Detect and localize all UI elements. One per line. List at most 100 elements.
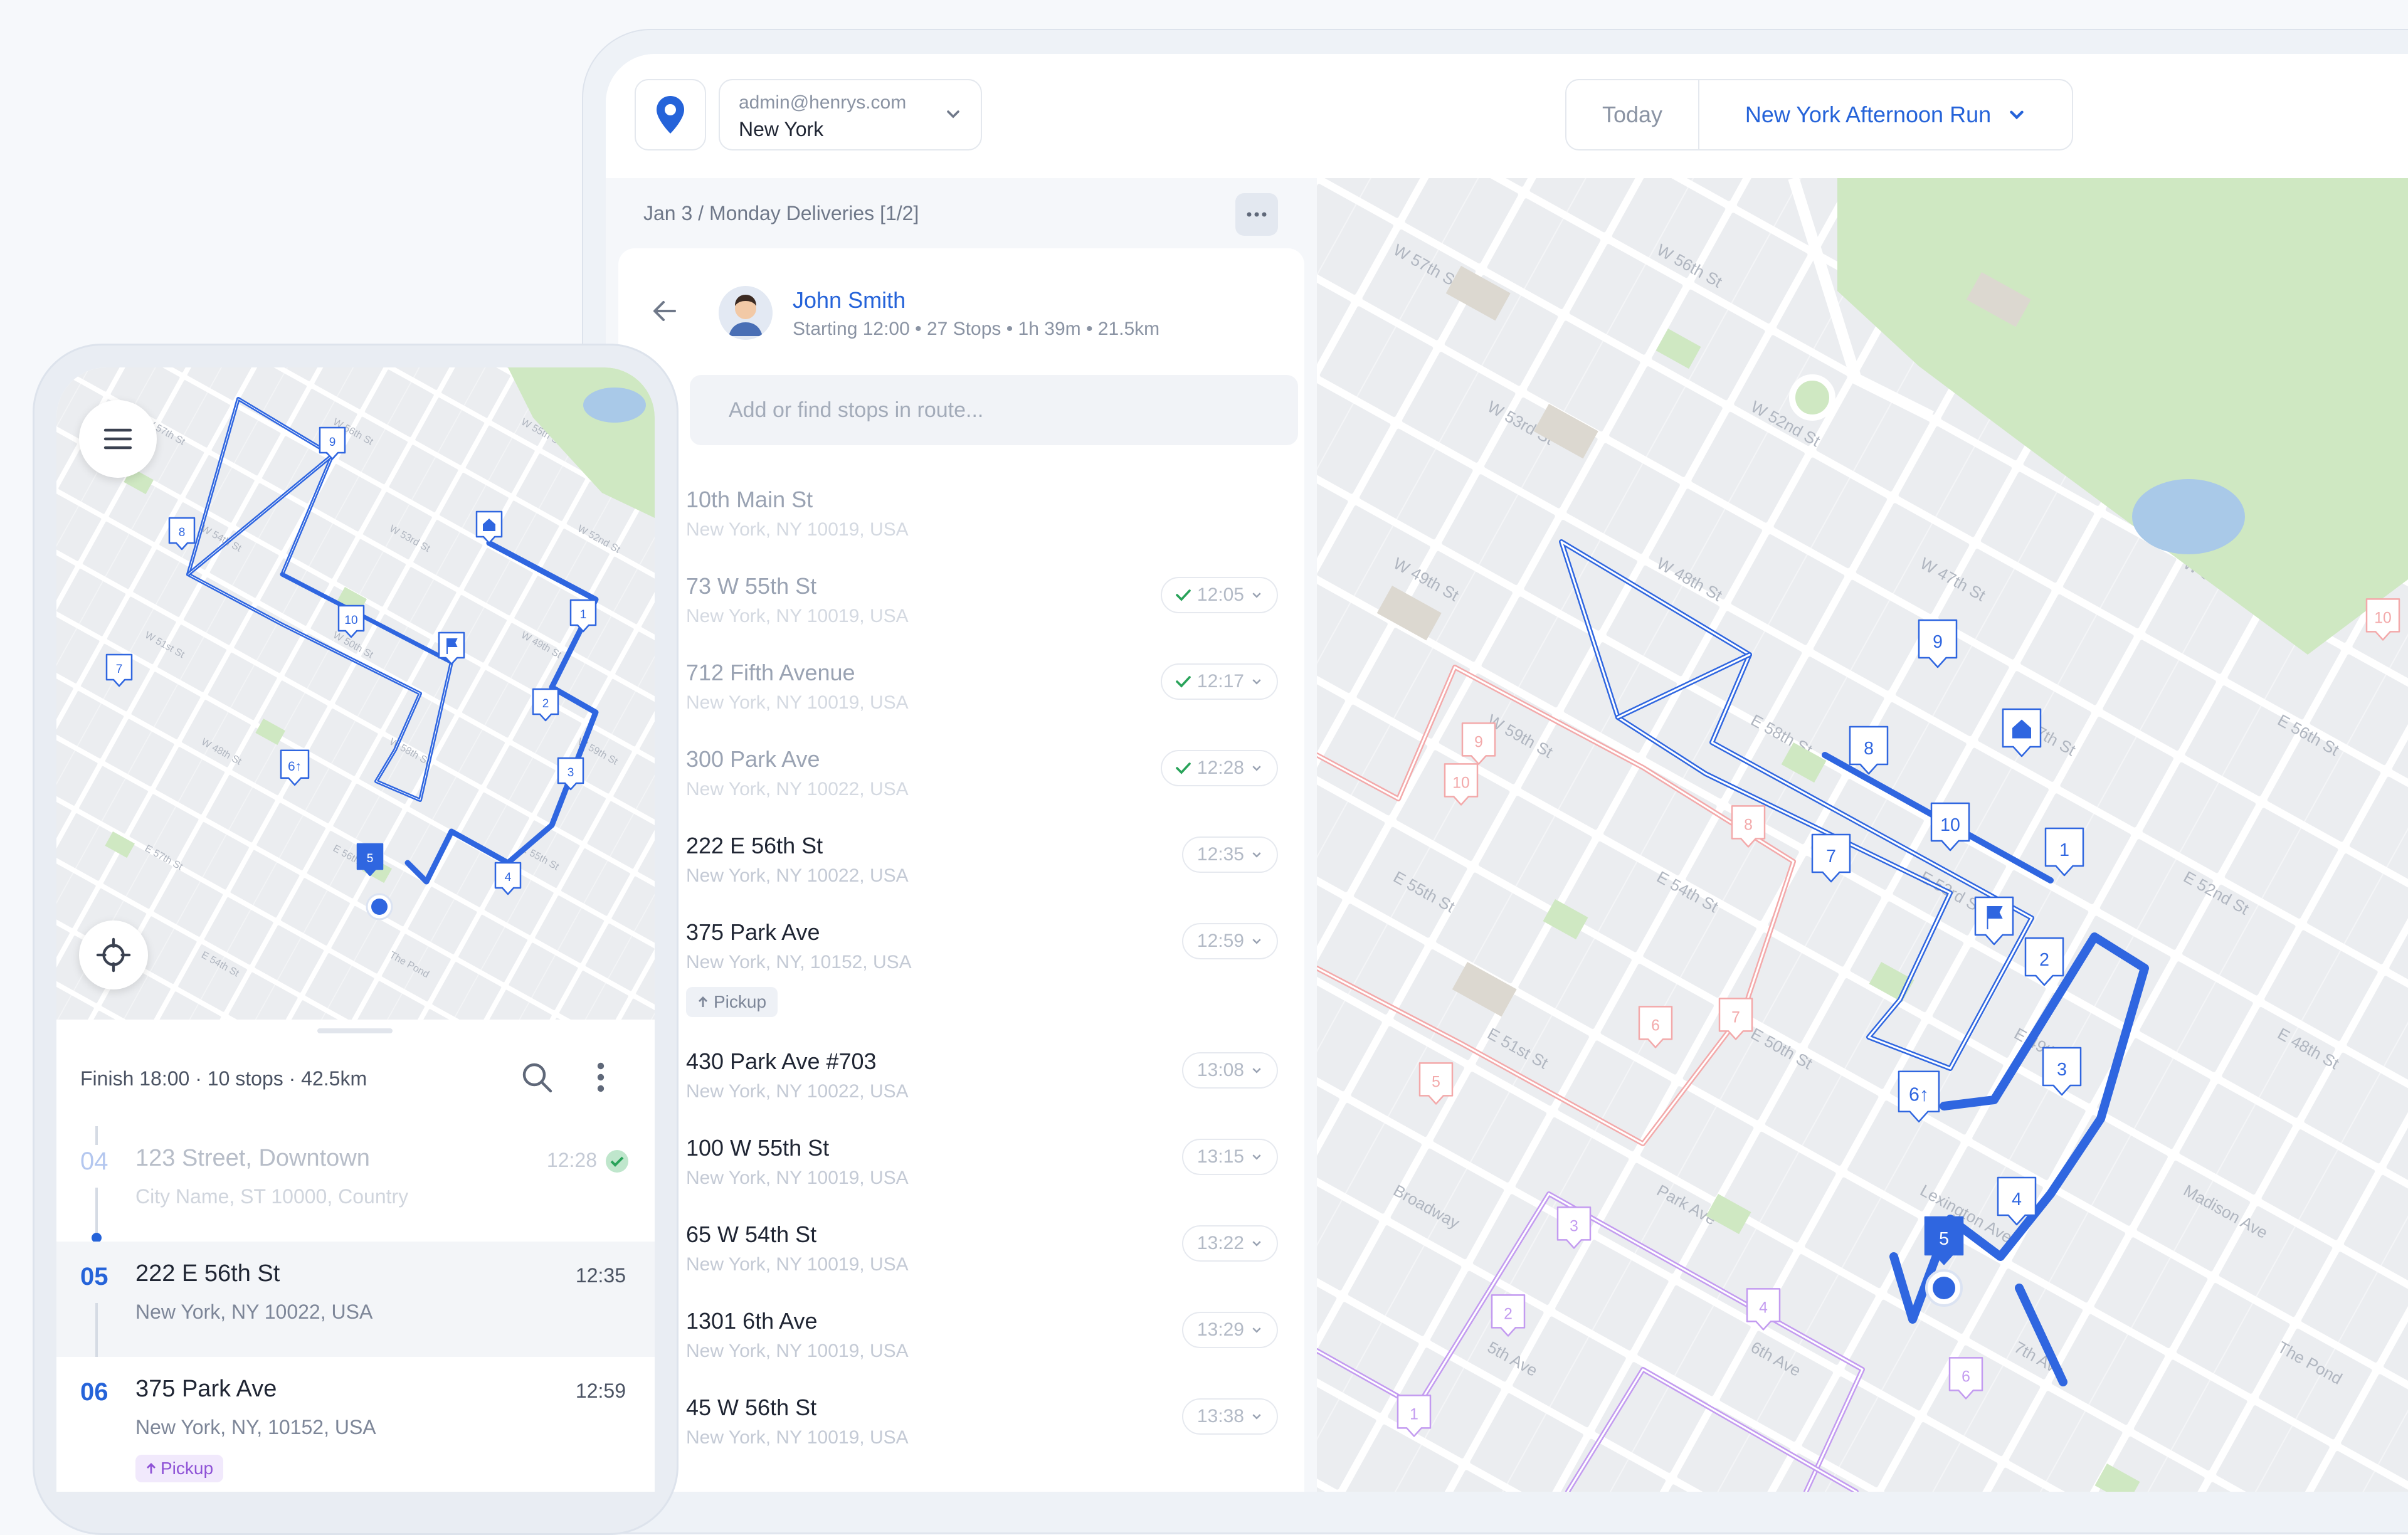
stop-row[interactable]: 100 W 55th St New York, NY 10019, USA 13… [618,1126,1304,1213]
stop-search-input[interactable] [690,375,1298,445]
marker-label: 9 [1474,734,1483,751]
marker-pin [1898,1070,1940,1123]
stop-marker-1: 1 [569,599,597,633]
marker-label: 3 [568,766,574,779]
timeline-row[interactable]: 06 375 Park Ave New York, NY, 10152, USA… [56,1357,655,1482]
check-icon [1176,676,1191,688]
marker-pin [438,631,465,665]
eta-chip[interactable]: 13:15 [1181,1139,1278,1175]
faded-marker: 3 [1556,1206,1592,1249]
account-selector[interactable]: admin@henrys.com New York [719,79,982,150]
stop-row[interactable]: 430 Park Ave #703 New York, NY 10022, US… [618,1040,1304,1126]
marker-pin [1811,833,1851,883]
eta-chip[interactable]: 13:22 [1181,1225,1278,1262]
stop-name: 375 Park Ave [135,1376,277,1402]
stop-marker-3: 3 [557,757,584,791]
building-block [1966,272,2031,327]
chevron-down-icon [1252,939,1261,944]
marker-pin [1638,1006,1673,1048]
back-arrow-icon[interactable] [652,300,677,322]
today-button[interactable]: Today [1566,80,1699,149]
map-pin-icon [657,96,684,134]
eta-chip[interactable]: 13:08 [1181,1052,1278,1089]
stop-marker-2: 2 [532,688,559,722]
stop-row[interactable]: 222 E 56th St New York, NY 10022, USA 12… [618,824,1304,910]
marker-pin [1849,725,1889,775]
phone-map-canvas[interactable]: W 57th St W 56th St W 55th StW 54th St W 53… [56,367,655,1020]
stop-marker-8: 8 [168,517,196,551]
more-options-button[interactable] [1235,193,1278,236]
eta-chip[interactable]: 12:28 [1160,750,1278,786]
run-selector-group: Today New York Afternoon Run [1565,79,2073,150]
stop-marker-5: 5 [1924,1216,1964,1265]
timeline-row[interactable]: 04 123 Street, Downtown City Name, ST 10… [56,1126,655,1243]
eta-time: 13:15 [1196,1146,1244,1167]
stop-time: 12:59 [575,1379,626,1402]
map-canvas[interactable]: W 57th StW 56th StW 55th StW 54th StW 53… [1317,178,2408,1492]
stop-address: New York, NY 10019, USA [686,519,909,540]
stop-marker-6: 6↑ [280,749,310,786]
more-vertical-icon[interactable] [596,1061,606,1094]
eta-time: 13:29 [1196,1319,1244,1340]
columbus-circle [1789,374,1835,421]
stop-address: New York, NY 10019, USA [686,692,909,713]
timeline-row[interactable]: 05 222 E 56th St New York, NY 10022, USA… [56,1242,655,1357]
route-card: John Smith Starting 12:00 • 27 Stops • 1… [618,248,1304,1492]
building-block [1452,962,1517,1017]
drag-handle[interactable] [317,1028,393,1033]
stop-row[interactable]: 65 W 54th St New York, NY 10019, USA 13:… [618,1213,1304,1299]
eta-chip[interactable]: 13:38 [1181,1398,1278,1435]
faded-marker: 8 [1731,805,1766,848]
stop-row[interactable]: 300 Park Ave New York, NY 10022, USA 12:… [618,737,1304,824]
stop-name: 375 Park Ave [686,919,820,945]
faded-marker: 6 [1948,1357,1983,1400]
stop-name: 300 Park Ave [686,746,820,772]
recenter-button[interactable] [79,920,148,989]
marker-pin [2044,827,2084,877]
phone-route-map[interactable]: W 57th St W 56th St W 55th St W 54th St W 53… [56,367,655,1020]
eta-time: 12:05 [1196,584,1244,605]
stop-row[interactable]: 45 W 56th St New York, NY 10019, USA 13:… [618,1386,1304,1472]
stop-marker-1: 1 [2044,827,2084,877]
run-selector[interactable]: New York Afternoon Run [1699,102,2072,128]
faded-marker: 7 [1718,998,1753,1040]
marker-pin [494,862,522,895]
home-icon [2012,719,2031,739]
stop-row[interactable]: 712 Fifth Avenue New York, NY 10019, USA… [618,651,1304,737]
pickup-tag: Pickup [686,987,778,1017]
stop-number: 06 [80,1378,108,1406]
eta-time: 13:38 [1196,1406,1244,1427]
marker-label: 8 [179,526,186,539]
marker-label: 1 [1410,1406,1418,1423]
stop-row[interactable]: 375 Park Ave New York, NY, 10152, USA Pi… [618,910,1304,1040]
route-line-outline-inner [187,455,333,575]
location-button[interactable] [635,79,706,150]
eta-chip[interactable]: 12:17 [1160,663,1278,700]
marker-pin [1556,1206,1592,1249]
marker-label: 10 [344,614,357,627]
pickup-label: Pickup [161,1459,214,1478]
stop-row[interactable]: 73 W 55th St New York, NY 10019, USA 12:… [618,564,1304,651]
faded-marker: 9 [1461,722,1496,765]
stop-marker-9: 9 [319,426,346,460]
home-icon [483,519,495,531]
flag-icon [446,638,458,654]
stop-marker-6: 6↑ [1898,1070,1940,1123]
stop-address: City Name, ST 10000, Country [135,1185,409,1208]
stop-row[interactable]: 10th Main St New York, NY 10019, USA [618,478,1304,564]
stop-row[interactable]: 1301 6th Ave New York, NY 10019, USA 13:… [618,1299,1304,1386]
marker-label: 4 [2012,1189,2022,1210]
search-icon[interactable] [520,1061,553,1094]
menu-button[interactable] [79,400,157,478]
stop-marker-4: 4 [494,862,522,895]
check-circle-icon [606,1150,628,1173]
check-icon [1176,589,1191,601]
eta-chip[interactable]: 12:05 [1160,577,1278,613]
eta-chip[interactable]: 12:35 [1181,836,1278,873]
route-map[interactable]: W 57th StW 56th StW 55th StW 54th StW 53… [1317,178,2408,1492]
driver-name[interactable]: John Smith [793,287,906,313]
stop-marker-10: 10 [337,604,365,638]
stop-address: New York, NY 10019, USA [686,1254,909,1275]
eta-chip[interactable]: 12:59 [1181,923,1278,959]
eta-chip[interactable]: 13:29 [1181,1312,1278,1348]
